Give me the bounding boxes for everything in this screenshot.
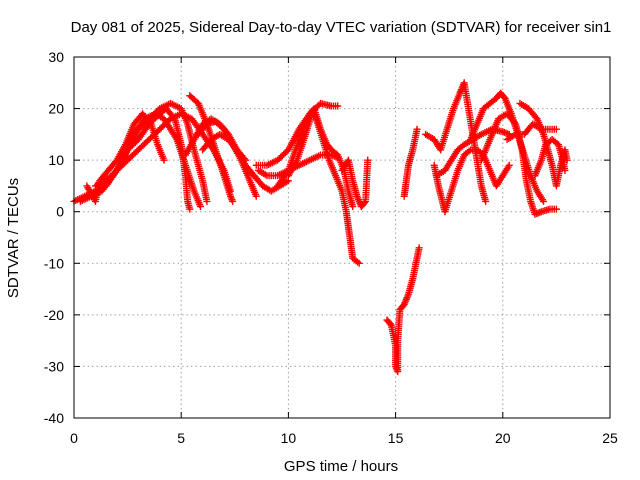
- x-tick-label: 0: [70, 430, 78, 446]
- data-point: [334, 102, 342, 110]
- data-point: [252, 192, 260, 200]
- y-axis-label: SDTVAR / TECUs: [5, 178, 22, 298]
- y-tick-label: 10: [48, 152, 64, 168]
- data-point: [386, 320, 394, 328]
- series-arc-21: [477, 110, 560, 218]
- data-point: [465, 147, 473, 155]
- data-point: [186, 205, 194, 213]
- data-point: [364, 156, 372, 164]
- data-point: [552, 125, 560, 133]
- data-point: [355, 259, 363, 267]
- x-tick-label: 15: [388, 430, 404, 446]
- data-point: [540, 197, 548, 205]
- y-tick-label: 0: [56, 204, 64, 220]
- data-point: [229, 197, 237, 205]
- data-point: [415, 244, 423, 252]
- x-tick-label: 25: [602, 430, 618, 446]
- series-arc-16: [400, 125, 421, 200]
- data-series: [70, 79, 571, 376]
- data-point: [203, 197, 211, 205]
- data-point: [196, 203, 204, 211]
- data-point: [361, 199, 369, 207]
- plot-frame: [73, 56, 611, 419]
- data-point: [482, 197, 490, 205]
- data-point: [354, 258, 362, 266]
- series-arc-14: [338, 156, 372, 211]
- data-point: [561, 166, 569, 174]
- y-tick-label: 20: [48, 101, 64, 117]
- series-arc-5: [124, 105, 194, 213]
- series-arc-13: [284, 110, 363, 267]
- y-tick-label: -30: [44, 358, 64, 374]
- x-tick-label: 20: [495, 430, 511, 446]
- data-point: [413, 125, 421, 133]
- data-point: [505, 161, 513, 169]
- x-tick-label: 5: [177, 430, 185, 446]
- x-tick-label: 10: [281, 430, 297, 446]
- y-tick-label: -40: [44, 410, 64, 426]
- y-tick-label: -10: [44, 255, 64, 271]
- data-point: [349, 203, 357, 211]
- series-arc-24: [531, 136, 569, 180]
- x-axis-label: GPS time / hours: [284, 458, 398, 475]
- series-arc-15: [383, 244, 423, 376]
- grid: [74, 57, 610, 418]
- series-arc-8: [194, 117, 260, 200]
- y-tick-label: -20: [44, 307, 64, 323]
- data-point: [552, 205, 560, 213]
- chart-title: Day 081 of 2025, Sidereal Day-to-day VTE…: [71, 19, 612, 36]
- y-tick-label: 30: [48, 49, 64, 65]
- data-point: [160, 156, 168, 164]
